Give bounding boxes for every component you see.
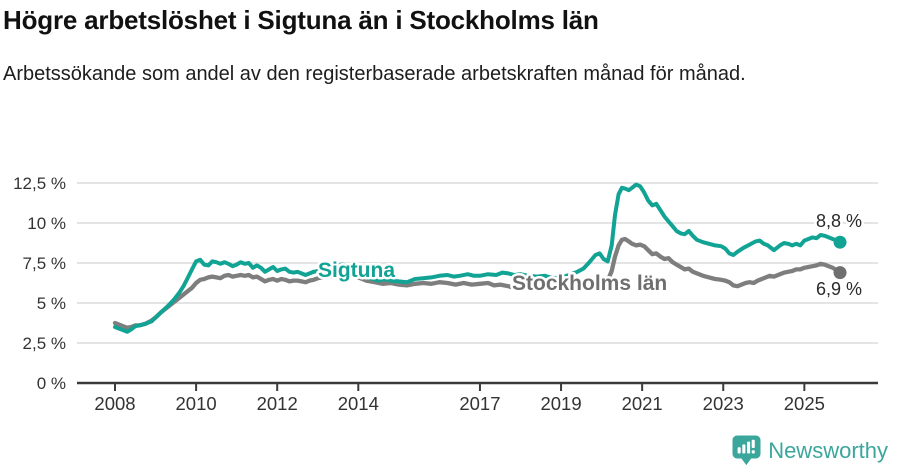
x-tick-label: 2010 (176, 393, 217, 414)
newsworthy-logo: Newsworthy (732, 435, 888, 466)
series-label-stockholm: Stockholms län (512, 272, 667, 295)
series-label-sigtuna: Sigtuna (318, 259, 395, 282)
x-tick-label: 2012 (257, 393, 298, 414)
y-tick-label: 5 % (37, 294, 66, 313)
gridlines: 0 % 2,5 % 5 % 7,5 % 10 % 12,5 % (13, 174, 878, 393)
x-tick-label: 2023 (703, 393, 744, 414)
page-title: Högre arbetslöshet i Sigtuna än i Stockh… (3, 5, 599, 35)
y-tick-label: 0 % (37, 374, 66, 393)
newsworthy-logo-text: Newsworthy (768, 437, 888, 463)
y-tick-label: 7,5 % (23, 254, 66, 273)
y-tick-label: 12,5 % (13, 174, 66, 193)
x-axis: 2008 2010 2012 2014 2017 2019 2021 2023 2025 (77, 381, 878, 414)
x-tick-label: 2008 (94, 393, 135, 414)
x-tick-label: 2017 (459, 393, 500, 414)
y-tick-label: 10 % (27, 214, 66, 233)
end-value-label-stockholm: 6,9 % (816, 279, 862, 299)
x-tick-label: 2021 (622, 393, 663, 414)
data-series (112, 182, 847, 334)
series-end-dot-stockholm (833, 266, 847, 280)
bar-chart-speech-bubble-icon (732, 435, 761, 466)
x-tick-label: 2025 (784, 393, 825, 414)
chart-subtitle: Arbetssökande som andel av den registerb… (3, 63, 746, 85)
series-line-stockholm (112, 236, 843, 330)
y-tick-label: 2,5 % (23, 334, 66, 353)
x-tick-label: 2014 (338, 393, 379, 414)
end-value-label-sigtuna: 8,8 % (816, 211, 862, 231)
series-line-sigtuna (113, 182, 842, 334)
x-tick-label: 2019 (540, 393, 581, 414)
series-end-dot-sigtuna (833, 235, 847, 249)
